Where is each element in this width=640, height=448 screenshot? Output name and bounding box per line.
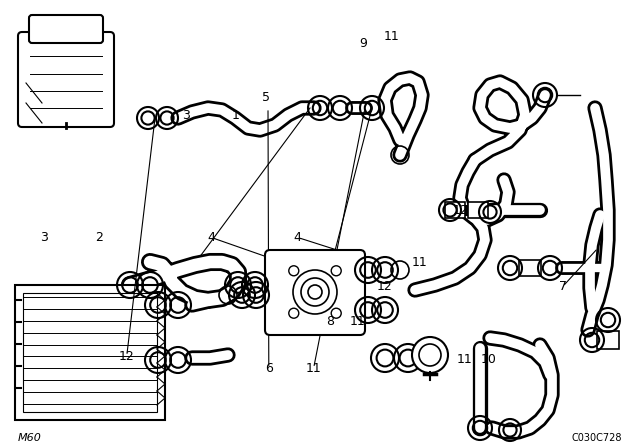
Text: 7: 7 <box>559 280 566 293</box>
Text: 12: 12 <box>453 204 468 217</box>
Text: 9: 9 <box>359 37 367 51</box>
Text: 10: 10 <box>481 353 497 366</box>
Text: 11: 11 <box>384 30 399 43</box>
FancyBboxPatch shape <box>265 250 365 335</box>
Text: 4: 4 <box>207 231 215 244</box>
Text: 11: 11 <box>306 362 321 375</box>
Text: 12: 12 <box>119 349 134 363</box>
Bar <box>597 331 619 349</box>
FancyBboxPatch shape <box>18 32 114 127</box>
Text: 11: 11 <box>457 353 472 366</box>
Bar <box>15 285 165 420</box>
Circle shape <box>332 308 341 318</box>
Text: 12: 12 <box>377 280 392 293</box>
Circle shape <box>419 344 441 366</box>
Text: 6: 6 <box>265 362 273 375</box>
Circle shape <box>301 278 329 306</box>
Circle shape <box>293 270 337 314</box>
Circle shape <box>412 337 448 373</box>
Text: 1: 1 <box>232 109 239 122</box>
Text: 11: 11 <box>349 315 365 328</box>
FancyBboxPatch shape <box>29 15 103 43</box>
Text: 8: 8 <box>326 315 334 328</box>
Text: 3: 3 <box>182 109 189 122</box>
Bar <box>445 202 465 218</box>
Bar <box>519 260 541 276</box>
Text: 4: 4 <box>294 231 301 244</box>
Bar <box>468 202 488 218</box>
Text: 3: 3 <box>40 231 47 244</box>
Text: 5: 5 <box>262 91 269 104</box>
Bar <box>23 293 157 412</box>
Text: 2: 2 <box>95 231 103 244</box>
Circle shape <box>289 266 299 276</box>
Text: 11: 11 <box>412 255 427 269</box>
Text: M60: M60 <box>18 433 42 443</box>
Circle shape <box>289 308 299 318</box>
Text: C030C728: C030C728 <box>572 433 622 443</box>
Circle shape <box>308 285 322 299</box>
Circle shape <box>332 266 341 276</box>
